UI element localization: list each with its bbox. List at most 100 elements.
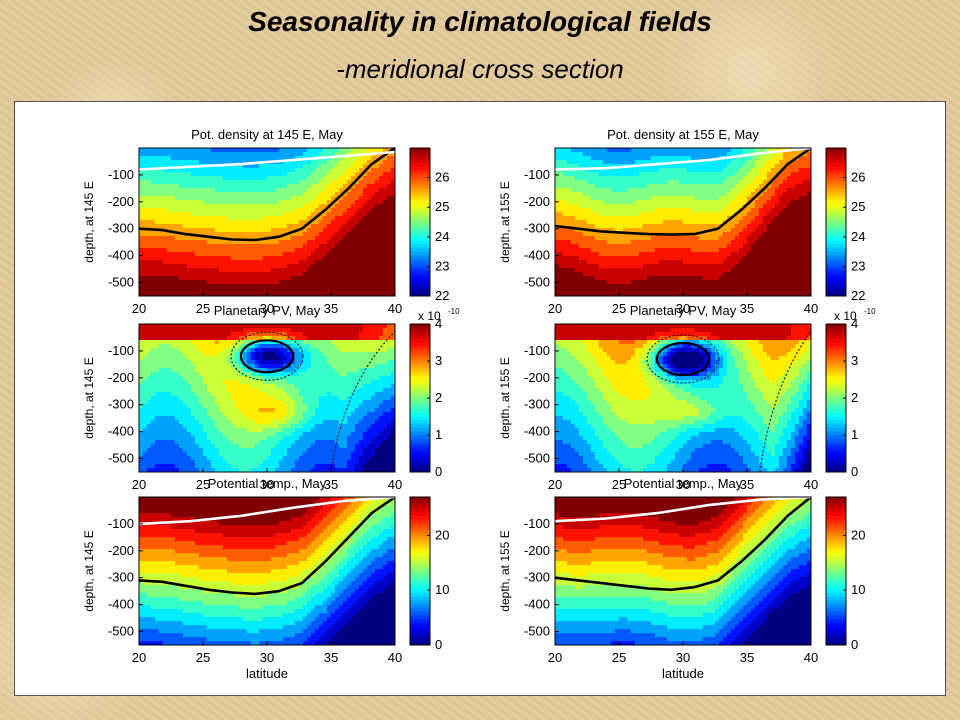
heatmap-cell [251, 276, 256, 281]
heatmap-cell [383, 200, 388, 205]
heatmap-cell [591, 200, 596, 205]
heatmap-cell [295, 248, 300, 253]
heatmap-cell [327, 284, 332, 289]
heatmap-cell [579, 152, 584, 157]
heatmap-cell [219, 188, 224, 193]
heatmap-cell [699, 220, 704, 225]
heatmap-cell [571, 180, 576, 185]
heatmap-cell [367, 216, 372, 221]
heatmap-cell [695, 204, 700, 209]
heatmap-cell [139, 152, 144, 157]
heatmap-cell [723, 184, 728, 189]
heatmap-cell [311, 280, 316, 285]
heatmap-cell [183, 204, 188, 209]
heatmap-cell [355, 284, 360, 289]
heatmap-cell [639, 172, 644, 177]
heatmap-cell [191, 168, 196, 173]
heatmap-cell [331, 152, 336, 157]
heatmap-cell [187, 284, 192, 289]
colorbar-segment [826, 233, 846, 238]
heatmap-cell [287, 288, 292, 293]
heatmap-cell [339, 156, 344, 161]
heatmap-cell [803, 264, 808, 269]
heatmap-cell [187, 236, 192, 241]
heatmap-cell [771, 196, 776, 201]
heatmap-cell [803, 276, 808, 281]
heatmap-cell [191, 216, 196, 221]
heatmap-cell [287, 168, 292, 173]
heatmap-cell [339, 228, 344, 233]
heatmap-cell [215, 204, 220, 209]
heatmap-cell [559, 264, 564, 269]
heatmap-cell [319, 204, 324, 209]
heatmap-cell [163, 204, 168, 209]
heatmap-cell [579, 208, 584, 213]
heatmap-cell [271, 252, 276, 257]
heatmap-cell [755, 240, 760, 245]
heatmap-cell [563, 280, 568, 285]
heatmap-cell [691, 152, 696, 157]
heatmap-cell [259, 264, 264, 269]
heatmap-cell [583, 232, 588, 237]
heatmap-cell [199, 204, 204, 209]
heatmap-cell [255, 268, 260, 273]
heatmap-cell [755, 188, 760, 193]
heatmap-cell [343, 244, 348, 249]
heatmap-cell [619, 172, 624, 177]
heatmap-cell [643, 212, 648, 217]
heatmap-cell [235, 196, 240, 201]
heatmap-cell [391, 180, 396, 185]
heatmap-cell [627, 264, 632, 269]
heatmap-cell [183, 180, 188, 185]
heatmap-cell [659, 172, 664, 177]
heatmap-cell [599, 164, 604, 169]
heatmap-cell [799, 260, 804, 265]
heatmap-cell [779, 212, 784, 217]
heatmap-cell [803, 220, 808, 225]
heatmap-cell [787, 200, 792, 205]
heatmap-cell [799, 216, 804, 221]
heatmap-cell [147, 332, 152, 337]
heatmap-cell [647, 200, 652, 205]
colorbar-segment [826, 255, 846, 260]
heatmap-cell [719, 260, 724, 265]
heatmap-cell [803, 252, 808, 257]
heatmap-cell [143, 380, 148, 385]
heatmap-cell [747, 224, 752, 229]
heatmap-cell [299, 280, 304, 285]
heatmap-cell [759, 160, 764, 165]
heatmap-cell [263, 288, 268, 293]
heatmap-cell [195, 192, 200, 197]
heatmap-cell [803, 248, 808, 253]
heatmap-cell [359, 164, 364, 169]
heatmap-cell [587, 280, 592, 285]
heatmap-cell [671, 204, 676, 209]
heatmap-cell [327, 244, 332, 249]
heatmap-cell [283, 288, 288, 293]
heatmap-cell [219, 152, 224, 157]
heatmap-cell [663, 208, 668, 213]
heatmap-cell [279, 228, 284, 233]
heatmap-cell [771, 212, 776, 217]
heatmap-cell [327, 196, 332, 201]
heatmap-cell [571, 256, 576, 261]
heatmap-cell [747, 172, 752, 177]
heatmap-cell [579, 192, 584, 197]
heatmap-cell [615, 148, 620, 153]
heatmap-cell [279, 196, 284, 201]
heatmap-cell [595, 232, 600, 237]
heatmap-cell [175, 156, 180, 161]
heatmap-cell [183, 272, 188, 277]
heatmap-cell [183, 184, 188, 189]
heatmap-cell [647, 220, 652, 225]
heatmap-cell [327, 192, 332, 197]
heatmap-cell [263, 252, 268, 257]
heatmap-cell [375, 268, 380, 273]
heatmap-cell [671, 164, 676, 169]
heatmap-cell [155, 204, 160, 209]
heatmap-cell [735, 192, 740, 197]
heatmap-cell [707, 288, 712, 293]
heatmap-cell [323, 184, 328, 189]
heatmap-cell [627, 220, 632, 225]
heatmap-cell [231, 156, 236, 161]
